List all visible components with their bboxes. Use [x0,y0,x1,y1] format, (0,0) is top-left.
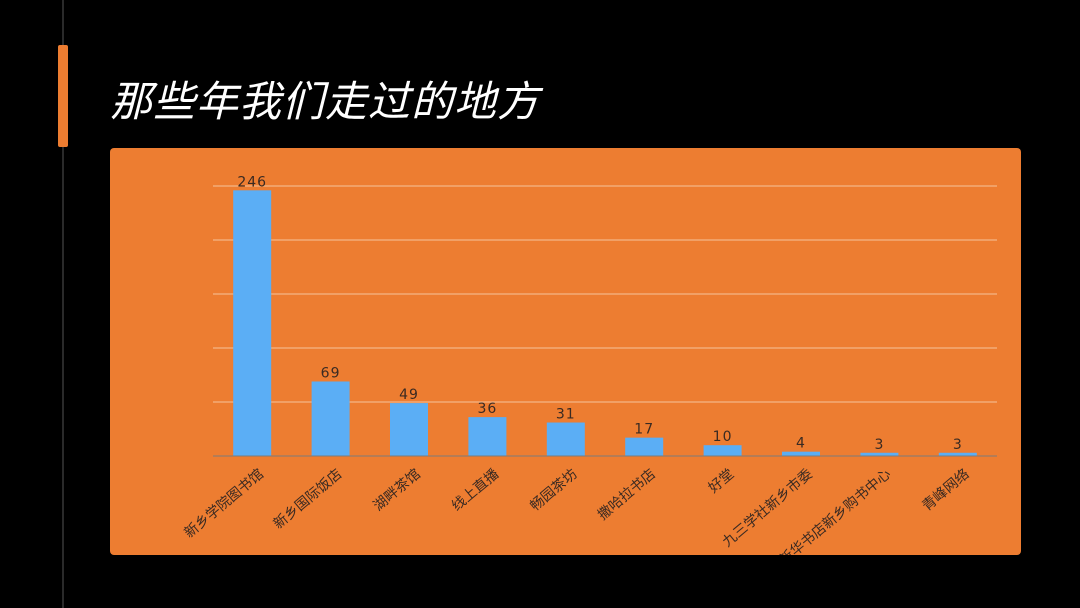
bar-9 [860,452,899,456]
data-label-2: 69 [321,365,341,381]
data-label-7: 10 [713,429,733,445]
data-label-9: 3 [874,437,884,453]
data-label-4: 36 [477,401,497,417]
bars [233,190,977,456]
data-label-8: 4 [796,436,806,452]
data-labels: 246 69 49 36 31 17 10 4 3 3 [237,174,963,453]
gridlines [213,185,997,403]
bar-3 [390,403,428,456]
chart-panel: 246 69 49 36 31 17 10 4 3 3 新乡学院图书馆 新乡国际饭店 湖畔茶馆 线上直播… [110,148,1021,555]
left-divider-line [62,0,64,608]
bar-7 [703,445,742,456]
data-label-5: 31 [556,407,576,423]
bar-10 [938,452,977,456]
page-title: 那些年我们走过的地方 [110,77,541,126]
data-label-10: 3 [953,437,963,453]
data-label-6: 17 [634,422,654,438]
bar-8 [782,451,820,456]
data-label-3: 49 [399,387,419,403]
accent-bar [58,45,68,147]
data-label-1: 246 [237,174,267,190]
bar-5 [546,422,585,456]
bar-1 [233,190,272,456]
bar-2 [311,381,350,456]
bar-6 [625,437,664,456]
bar-4 [468,417,507,456]
